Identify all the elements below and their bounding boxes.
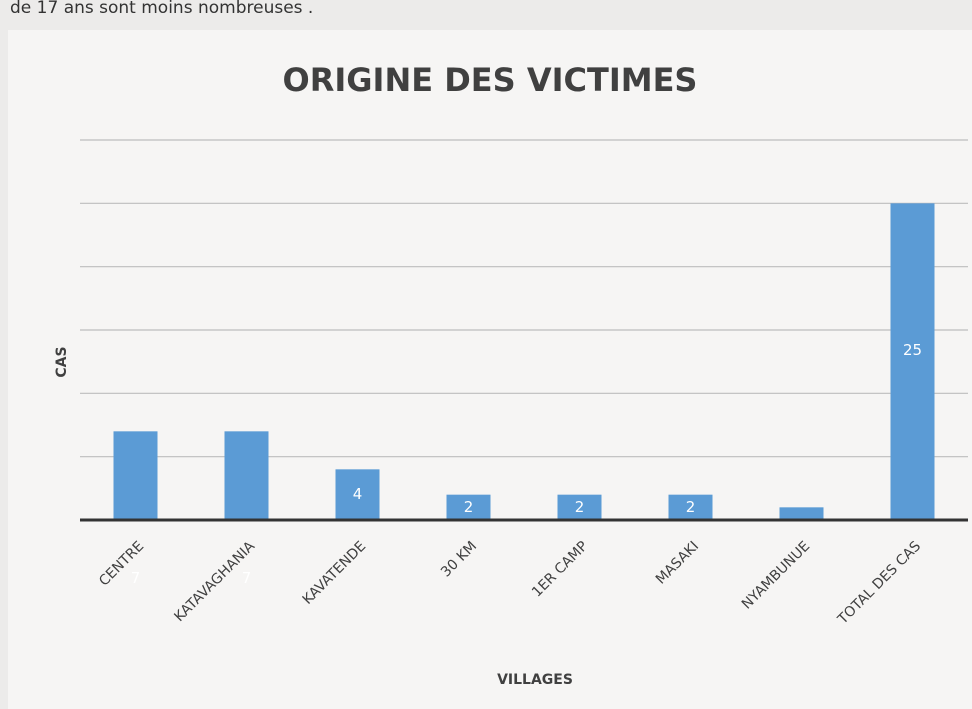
data-label: 25 <box>903 341 922 359</box>
bar <box>224 431 269 520</box>
bar <box>668 494 713 520</box>
bar <box>446 494 491 520</box>
data-label: 2 <box>686 498 696 516</box>
data-label: 2 <box>575 498 585 516</box>
chart-panel <box>8 30 972 709</box>
data-label: 7 <box>131 569 141 587</box>
context-text: de 17 ans sont moins nombreuses . <box>10 0 313 18</box>
bar <box>890 203 935 521</box>
bar <box>113 431 158 520</box>
x-axis-label: VILLAGES <box>497 672 573 688</box>
chart-title: ORIGINE DES VICTIMES <box>283 61 698 99</box>
bar <box>335 469 380 520</box>
data-label: 4 <box>353 485 363 503</box>
y-axis-label: CAS <box>54 346 70 377</box>
bar <box>779 507 824 520</box>
bar <box>557 494 602 520</box>
data-label: 7 <box>242 569 252 587</box>
data-label: 2 <box>464 498 474 516</box>
